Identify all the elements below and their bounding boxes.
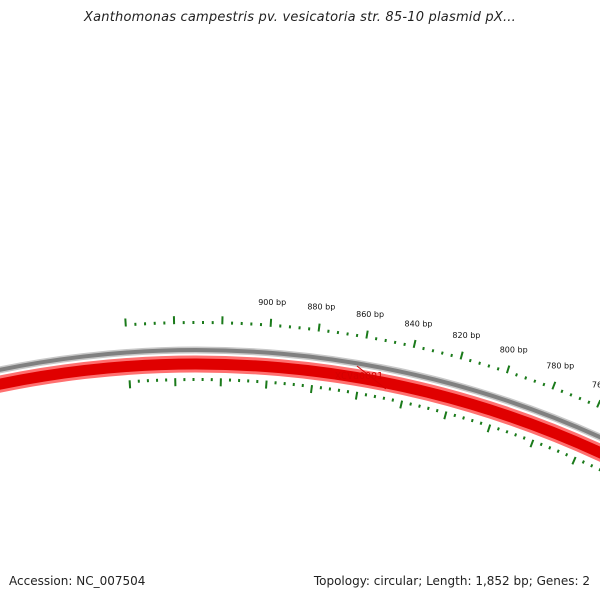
minor-tick — [355, 333, 359, 338]
major-tick — [505, 365, 511, 374]
inner-minor-tick — [505, 430, 509, 434]
tick-marks — [124, 316, 600, 472]
inner-major-tick — [443, 411, 448, 420]
inner-major-tick — [265, 380, 268, 389]
inner-minor-tick — [565, 452, 569, 457]
inner-minor-tick — [373, 394, 377, 399]
minor-tick — [336, 330, 340, 335]
inner-major-tick — [399, 400, 404, 409]
inner-minor-tick — [382, 396, 386, 400]
minor-tick — [346, 332, 349, 336]
minor-tick — [487, 364, 491, 368]
inner-major-tick — [128, 380, 132, 389]
inner-minor-tick — [479, 421, 483, 425]
backbone-ring — [0, 348, 600, 440]
summary-text: Topology: circular; Length: 1,852 bp; Ge… — [313, 574, 590, 588]
minor-tick — [374, 337, 378, 341]
page-title: Xanthomonas campestris pv. vesicatoria s… — [84, 10, 516, 25]
minor-tick — [560, 389, 564, 394]
inner-minor-tick — [435, 408, 439, 413]
minor-tick — [440, 351, 444, 355]
minor-tick — [422, 346, 425, 351]
inner-minor-tick — [418, 404, 421, 408]
major-tick — [124, 318, 127, 327]
inner-major-tick — [486, 424, 492, 433]
inner-minor-tick — [427, 406, 430, 411]
major-tick — [269, 318, 273, 327]
minor-tick — [542, 382, 546, 387]
inner-minor-tick — [346, 390, 350, 394]
gene-label-xcva0001[interactable]: XCVa0001 — [335, 371, 383, 382]
inner-minor-tick — [514, 433, 518, 437]
minor-tick — [578, 396, 582, 401]
inner-minor-tick — [409, 402, 412, 406]
tick-label: 880 bp — [307, 303, 335, 312]
inner-minor-tick — [590, 463, 594, 468]
gene-label-leader-line — [356, 365, 387, 390]
inner-major-tick — [571, 456, 577, 465]
major-tick — [365, 330, 369, 339]
tick-label: 840 bp — [405, 319, 433, 328]
major-tick — [551, 381, 557, 390]
inner-minor-tick — [391, 398, 395, 402]
minor-tick — [569, 393, 573, 397]
inner-minor-tick — [539, 442, 543, 447]
major-tick — [459, 351, 464, 360]
major-tick — [317, 323, 321, 332]
inner-minor-tick — [556, 449, 560, 453]
inner-minor-tick — [364, 393, 368, 397]
inner-minor-tick — [337, 388, 341, 392]
inner-major-tick — [529, 439, 535, 448]
minor-tick — [524, 376, 528, 380]
tick-label: 860 bp — [356, 310, 384, 319]
tick-label: 800 bp — [500, 345, 528, 354]
inner-major-tick — [354, 391, 359, 400]
minor-tick — [496, 367, 500, 371]
minor-tick — [533, 379, 537, 383]
inner-minor-tick — [581, 460, 585, 464]
inner-minor-tick — [496, 427, 500, 431]
inner-minor-tick — [470, 418, 474, 423]
minor-tick — [384, 338, 387, 343]
tick-label: 820 bp — [452, 331, 480, 340]
minor-tick — [468, 358, 472, 363]
minor-tick — [403, 342, 406, 347]
inner-minor-tick — [453, 413, 457, 418]
inner-minor-tick — [462, 416, 465, 420]
minor-tick — [478, 361, 481, 365]
tick-labels: 760 bp 780 bp 800 bp 820 bp 840 bp 860 bp 880 … — [258, 298, 600, 390]
tick-label: 900 bp — [258, 298, 286, 307]
inner-minor-tick — [548, 446, 552, 450]
tick-label: 780 bp — [546, 362, 574, 371]
accession-text: Accession: NC_007504 — [9, 574, 146, 588]
gene-arc-xcva0001[interactable] — [0, 358, 600, 477]
minor-tick — [450, 353, 453, 358]
minor-tick — [515, 373, 518, 377]
tick-label: 760 bp — [592, 380, 600, 389]
inner-major-tick — [310, 384, 313, 394]
major-tick — [412, 339, 417, 349]
minor-tick — [431, 349, 435, 353]
inner-minor-tick — [522, 436, 526, 440]
minor-tick — [587, 400, 591, 404]
minor-tick — [393, 340, 397, 345]
